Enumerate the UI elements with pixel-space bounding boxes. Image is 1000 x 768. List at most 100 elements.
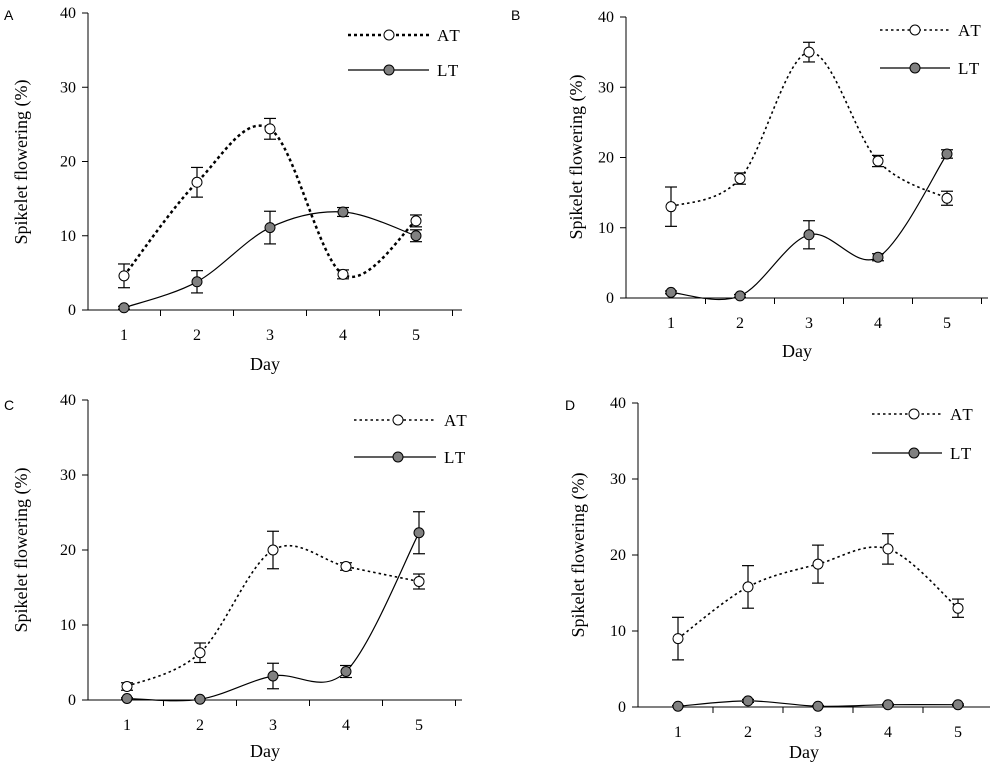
- series-lt: [672, 695, 964, 712]
- series-lt: [121, 511, 425, 705]
- legend-label-at: AT: [437, 26, 462, 45]
- x-tick-label: 5: [954, 724, 962, 741]
- x-tick-label: 2: [196, 717, 204, 734]
- data-point: [410, 215, 422, 227]
- x-tick-label: 1: [667, 315, 675, 332]
- x-axis-title: Day: [789, 742, 819, 762]
- data-point: [267, 544, 279, 556]
- legend-label-at: AT: [950, 405, 975, 424]
- y-tick-label: 30: [60, 79, 76, 96]
- data-point: [941, 192, 953, 204]
- legend-marker-lt: [909, 62, 921, 74]
- legend-label-lt: LT: [444, 448, 467, 467]
- x-tick-label: 1: [120, 327, 128, 344]
- series-at: [121, 530, 425, 692]
- data-point: [812, 558, 824, 570]
- panel-letter: D: [565, 397, 575, 413]
- y-tick-label: 10: [598, 220, 614, 237]
- data-point: [340, 666, 352, 677]
- legend-marker-lt: [383, 64, 395, 76]
- y-tick-label: 20: [598, 150, 614, 167]
- series-at: [118, 117, 422, 289]
- panel-letter: A: [4, 7, 14, 23]
- y-tick-label: 20: [60, 154, 76, 171]
- data-point: [941, 148, 953, 160]
- data-point: [191, 176, 203, 188]
- data-point: [118, 302, 130, 314]
- y-tick-label: 10: [60, 617, 76, 634]
- y-tick-label: 30: [598, 79, 614, 96]
- legend-label-lt: LT: [950, 444, 973, 463]
- data-point: [742, 695, 754, 707]
- panel-letter: C: [4, 397, 14, 413]
- series-line-at: [670, 51, 948, 208]
- x-tick-label: 2: [736, 315, 744, 332]
- x-tick-label: 5: [415, 717, 423, 734]
- data-point: [812, 700, 824, 712]
- x-tick-label: 1: [123, 717, 131, 734]
- y-tick-label: 30: [60, 467, 76, 484]
- panel-a: A 0 10 20 30 40 1 2 3 4 5 Day Spikelet flowering (%)…: [4, 5, 462, 374]
- panel-b: B 0 10 20 30 40 1 2 3 4 5 Day Spikelet flowering (%)…: [511, 7, 988, 361]
- legend-marker-at: [909, 24, 921, 36]
- data-point: [410, 230, 422, 242]
- x-tick-label: 3: [269, 717, 277, 734]
- series-at: [672, 533, 964, 661]
- y-tick-label: 30: [610, 471, 626, 488]
- data-point: [264, 222, 276, 234]
- series-line-lt: [126, 532, 420, 702]
- data-point: [118, 270, 130, 282]
- y-axis-title: Spikelet flowering (%): [568, 473, 589, 638]
- data-point: [665, 286, 677, 298]
- data-point: [337, 206, 349, 218]
- data-point: [803, 229, 815, 241]
- data-point: [665, 201, 677, 213]
- y-tick-label: 40: [60, 392, 76, 409]
- x-tick-label: 4: [874, 315, 882, 332]
- data-point: [121, 681, 133, 692]
- data-point: [872, 251, 884, 263]
- legend-marker-lt: [908, 447, 920, 459]
- x-tick-label: 3: [814, 724, 822, 741]
- panel-c: C 0 10 20 30 40 1 2 3 4 5 Day Spikelet flowering (%)…: [4, 392, 469, 761]
- y-tick-label: 40: [610, 395, 626, 412]
- x-tick-label: 5: [412, 327, 420, 344]
- y-tick-label: 40: [598, 9, 614, 26]
- y-tick-label: 0: [606, 290, 614, 307]
- data-point: [413, 576, 425, 587]
- panel-letter: B: [511, 7, 520, 23]
- x-tick-label: 2: [193, 327, 201, 344]
- legend-marker-at: [383, 29, 395, 41]
- series-lt: [665, 148, 953, 302]
- x-axis-title: Day: [250, 354, 280, 374]
- y-tick-label: 0: [68, 302, 76, 319]
- legend-marker-lt: [392, 451, 404, 463]
- data-point: [672, 700, 684, 712]
- y-tick-label: 20: [60, 542, 76, 559]
- x-tick-label: 4: [342, 717, 350, 734]
- y-tick-label: 40: [60, 5, 76, 22]
- x-tick-label: 5: [943, 315, 951, 332]
- series-lt: [118, 206, 422, 314]
- data-point: [734, 173, 746, 185]
- y-tick-label: 10: [60, 228, 76, 245]
- y-axis-title: Spikelet flowering (%): [11, 80, 32, 245]
- x-tick-label: 4: [339, 327, 347, 344]
- series-line-at: [123, 124, 417, 279]
- legend-label-at: AT: [444, 411, 469, 430]
- y-tick-label: 0: [618, 699, 626, 716]
- data-point: [882, 543, 894, 555]
- legend: AT LT: [354, 411, 469, 467]
- x-tick-label: 3: [266, 327, 274, 344]
- data-point: [872, 155, 884, 167]
- legend: AT LT: [880, 21, 981, 78]
- data-point: [803, 46, 815, 58]
- y-axis-title: Spikelet flowering (%): [566, 75, 587, 240]
- data-point: [413, 527, 425, 539]
- data-point: [264, 123, 276, 135]
- legend-marker-at: [392, 414, 404, 426]
- x-tick-label: 4: [884, 724, 892, 741]
- data-point: [337, 268, 349, 280]
- data-point: [194, 647, 206, 659]
